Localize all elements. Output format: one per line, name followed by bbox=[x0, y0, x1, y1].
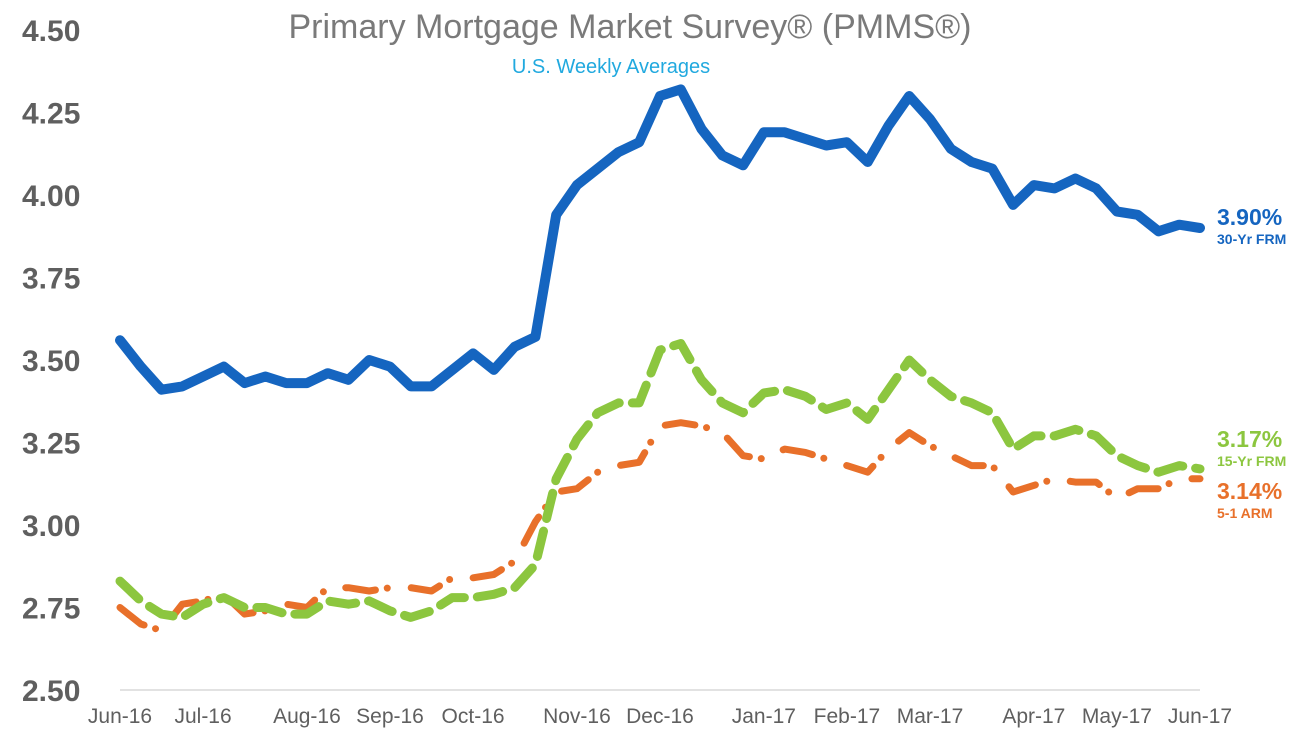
end-value-label: 3.14% bbox=[1217, 478, 1282, 504]
chart-subtitle: U.S. Weekly Averages bbox=[512, 56, 710, 78]
x-tick-label: Sep-16 bbox=[356, 705, 424, 728]
x-tick-label: May-17 bbox=[1082, 705, 1152, 728]
series-line-5-1-arm bbox=[116, 419, 1204, 635]
y-tick-label: 4.50 bbox=[22, 15, 80, 48]
y-tick-label: 2.75 bbox=[22, 593, 80, 626]
x-tick-label: Apr-17 bbox=[1002, 705, 1065, 728]
x-tick-label: Dec-16 bbox=[626, 705, 694, 728]
y-axis: 2.50 2.75 3.00 3.25 3.50 3.75 4.00 4.25 4.50 bbox=[22, 15, 80, 708]
x-tick-label: Aug-16 bbox=[273, 705, 341, 728]
end-labels: 3.90%30-Yr FRM 3.17%15-Yr FRM 3.14%5-1 ARM bbox=[1217, 204, 1286, 521]
x-tick-label: Feb-17 bbox=[814, 705, 881, 728]
x-axis: Jun-16 Jul-16 Aug-16 Sep-16 Oct-16 Nov-16 Dec-… bbox=[88, 689, 1232, 728]
x-tick-label: Jul-16 bbox=[174, 705, 231, 728]
end-series-name: 15-Yr FRM bbox=[1217, 453, 1286, 469]
y-tick-label: 4.25 bbox=[22, 98, 80, 131]
x-tick-label: Jan-17 bbox=[732, 705, 796, 728]
y-tick-label: 4.00 bbox=[22, 180, 80, 213]
y-tick-label: 3.75 bbox=[22, 263, 80, 296]
end-value-label: 3.17% bbox=[1217, 426, 1282, 452]
chart-title: Primary Mortgage Market Survey® (PMMS®) bbox=[288, 8, 971, 46]
end-series-name: 30-Yr FRM bbox=[1217, 231, 1286, 247]
x-tick-label: Oct-16 bbox=[442, 705, 505, 728]
series-line-15-yr-frm bbox=[115, 339, 1205, 622]
end-series-name: 5-1 ARM bbox=[1217, 505, 1273, 521]
y-tick-label: 3.25 bbox=[22, 428, 80, 461]
y-tick-label: 3.00 bbox=[22, 510, 80, 543]
x-tick-label: Mar-17 bbox=[897, 705, 964, 728]
end-value-label: 3.90% bbox=[1217, 204, 1282, 230]
x-tick-label: Nov-16 bbox=[543, 705, 611, 728]
series-lines bbox=[115, 84, 1205, 635]
x-tick-label: Jun-17 bbox=[1168, 705, 1232, 728]
y-tick-label: 3.50 bbox=[22, 345, 80, 378]
y-tick-label: 2.50 bbox=[22, 675, 80, 708]
series-line-30-yr-frm bbox=[115, 84, 1205, 395]
x-tick-label: Jun-16 bbox=[88, 705, 152, 728]
